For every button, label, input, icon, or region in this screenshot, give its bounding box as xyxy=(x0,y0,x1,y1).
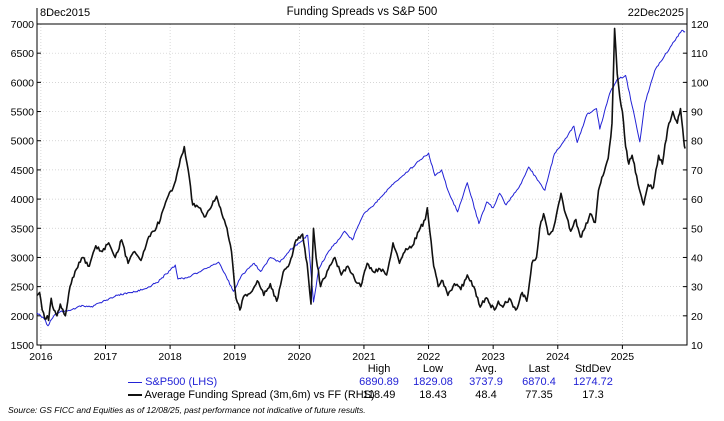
stat-header-avg: Avg. xyxy=(475,363,497,375)
x-axis: 2016 2017 2018 2019 2020 2021 2022 2023 2024 2025 xyxy=(29,345,634,363)
stat-sp500-last: 6870.4 xyxy=(522,376,556,388)
x-tick-label: 2016 xyxy=(29,351,53,363)
stat-header-last: Last xyxy=(528,363,550,375)
left-tick-label: 2500 xyxy=(11,282,35,294)
plot-frame xyxy=(36,23,688,346)
series-lines xyxy=(36,27,686,327)
left-axis: 1500 2000 2500 3000 3500 4000 4500 5000 5500 6000… xyxy=(11,19,41,352)
x-tick-label: 2025 xyxy=(611,351,635,363)
left-tick-label: 3500 xyxy=(11,223,35,235)
x-tick-label: 2023 xyxy=(481,351,505,363)
left-tick-label: 6000 xyxy=(11,77,35,89)
stat-funding-high: 118.49 xyxy=(362,389,396,401)
right-tick-label: 100 xyxy=(691,77,709,89)
x-tick-label: 2017 xyxy=(94,351,118,363)
right-tick-label: 40 xyxy=(691,252,703,264)
left-tick-label: 4000 xyxy=(11,194,35,206)
right-tick-label: 60 xyxy=(691,194,703,206)
left-tick-label: 3000 xyxy=(11,252,35,264)
stat-sp500-high: 6890.89 xyxy=(359,376,399,388)
right-tick-label: 10 xyxy=(691,340,703,352)
x-tick-label: 2022 xyxy=(417,351,441,363)
right-tick-label: 110 xyxy=(691,48,708,60)
x-tick-label: 2024 xyxy=(546,351,570,363)
chart-area: 1500 2000 2500 3000 3500 4000 4500 5000 5500 6000… xyxy=(11,6,709,363)
right-tick-label: 50 xyxy=(691,223,703,235)
right-axis: 10 20 30 40 50 60 70 80 90 100 110 120 xyxy=(683,19,709,352)
legend-sp500: S&P500 (LHS) xyxy=(128,376,217,388)
x-tick-label: 2020 xyxy=(288,351,312,363)
legend-swatch-sp500 xyxy=(128,381,142,383)
right-tick-label: 90 xyxy=(691,107,703,119)
x-tick-label: 2019 xyxy=(223,351,247,363)
legend-funding-spread: Average Funding Spread (3m,6m) vs FF (RH… xyxy=(128,389,375,401)
right-tick-label: 20 xyxy=(691,311,703,323)
left-tick-label: 4500 xyxy=(11,165,35,177)
stat-funding-low: 18.43 xyxy=(419,389,447,401)
right-tick-label: 30 xyxy=(691,282,703,294)
chart-title: Funding Spreads vs S&P 500 xyxy=(287,6,438,18)
legend-swatch-funding xyxy=(128,394,142,397)
right-tick-label: 70 xyxy=(691,165,703,177)
funding-spread-line xyxy=(36,27,686,322)
legend-label-sp500: S&P500 (LHS) xyxy=(145,376,218,388)
stat-header-high: High xyxy=(367,363,391,375)
end-date-label: 22Dec2025 xyxy=(628,7,684,19)
left-tick-label: 7000 xyxy=(11,19,35,31)
sp500-line xyxy=(36,29,686,327)
stat-funding-last: 77.35 xyxy=(525,389,553,401)
left-tick-label: 2000 xyxy=(11,311,35,323)
stat-header-low: Low xyxy=(422,363,444,375)
stat-funding-avg: 48.4 xyxy=(475,389,497,401)
gridlines xyxy=(37,24,687,345)
stat-header-stddev: StdDev xyxy=(574,363,612,375)
right-tick-label: 120 xyxy=(691,19,709,31)
stat-sp500-avg: 3737.9 xyxy=(469,376,503,388)
left-tick-label: 5000 xyxy=(11,136,35,148)
source-note: Source: GS FICC and Equities as of 12/08… xyxy=(8,405,366,415)
start-date-label: 8Dec2015 xyxy=(40,7,90,19)
x-tick-label: 2018 xyxy=(158,351,182,363)
right-tick-label: 80 xyxy=(691,136,703,148)
left-tick-label: 1500 xyxy=(11,340,35,352)
x-tick-label: 2021 xyxy=(352,351,376,363)
legend-label-funding: Average Funding Spread (3m,6m) vs FF (RH… xyxy=(144,389,375,401)
stat-funding-stddev: 17.3 xyxy=(582,389,604,401)
stat-sp500-low: 1829.08 xyxy=(413,376,453,388)
left-tick-label: 5500 xyxy=(11,107,35,119)
left-tick-label: 6500 xyxy=(11,48,35,60)
stat-sp500-stddev: 1274.72 xyxy=(573,376,613,388)
